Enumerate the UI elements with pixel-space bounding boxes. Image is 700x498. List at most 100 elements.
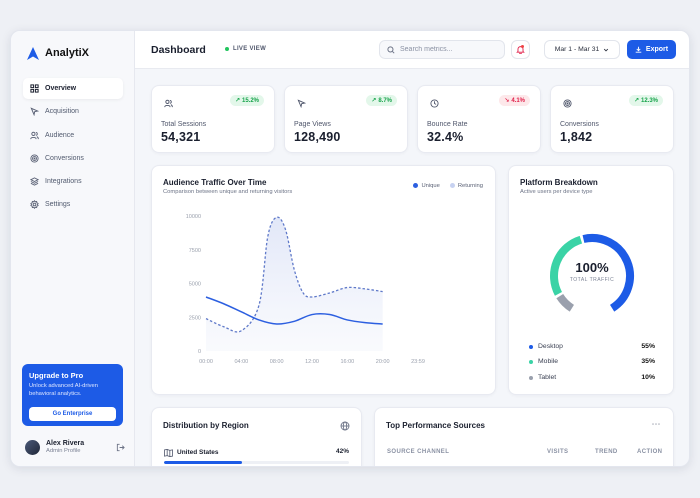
x-tick-label: 04:00 [234,359,248,365]
download-icon [635,46,642,53]
sidebar-item-overview[interactable]: Overview [23,78,123,99]
column-header-source[interactable]: SOURCE CHANNEL [387,449,450,455]
sidebar-item-label: Overview [45,85,77,92]
trend-badge: ↗ 12.3% [628,95,663,106]
layers-icon [30,177,39,186]
avatar [25,439,40,455]
y-tick-label: 0 [198,349,201,355]
sidebar-item-integrations[interactable]: Integrations [23,171,123,192]
sources-title: Top Performance Sources [386,421,485,430]
profile-name: Alex Rivera [46,440,85,447]
stat-card-page-views[interactable]: ↗ 8.7% Page Views 128,490 [284,85,408,153]
donut-segment-tablet[interactable] [556,293,575,312]
region-card: Distribution by Region United States 42% [151,407,362,466]
region-country: United States [177,449,219,456]
platform-breakdown-card: Platform Breakdown Active users per devi… [508,165,674,395]
stat-label: Total Sessions [161,121,207,128]
x-tick-label: 12:00 [305,359,319,365]
platform-title: Platform Breakdown [520,178,598,187]
donut-segment-desktop[interactable] [582,234,634,312]
target-icon [30,154,39,163]
sidebar-item-settings[interactable]: Settings [23,194,123,215]
stat-card-sessions[interactable]: ↗ 15.2% Total Sessions 54,321 [151,85,275,153]
region-progress-track [164,461,349,464]
search-input[interactable] [400,46,495,53]
upgrade-promo: Upgrade to Pro Unlock advanced AI-driven… [22,364,123,426]
promo-description: Unlock advanced AI-driven behavioral ana… [29,383,98,397]
stat-card-bounce-rate[interactable]: ↘ 4.1% Bounce Rate 32.4% [417,85,541,153]
trend-down-icon: ↘ [504,98,510,104]
target-icon [563,99,572,108]
device-row-desktop: Desktop 55% [529,343,655,350]
search-box [379,40,505,59]
brand[interactable]: AnalytiX [27,43,89,63]
column-header-trend[interactable]: TREND [595,449,618,455]
live-view-indicator: LIVE VIEW [225,46,266,52]
stat-label: Conversions [560,121,599,128]
x-tick-label: 00:00 [199,359,213,365]
cursor-icon [30,107,39,117]
search-icon [387,45,395,54]
profile-role: Admin Profile [46,448,81,454]
sidebar-item-acquisition[interactable]: Acquisition [23,101,123,122]
region-progress-fill [164,461,242,464]
user-profile[interactable]: Alex Rivera Admin Profile [25,437,125,457]
stat-value: 128,490 [294,130,341,144]
cursor-icon [297,99,306,108]
go-enterprise-button[interactable]: Go Enterprise [29,407,116,421]
export-button[interactable]: Export [627,40,676,59]
notification-dot [521,45,524,48]
y-tick-label: 10000 [186,214,201,220]
sidebar-item-audience[interactable]: Audience [23,125,123,146]
clock-icon [430,99,439,108]
traffic-chart-subtitle: Comparison between unique and returning … [163,189,293,195]
logout-icon[interactable] [116,443,125,452]
notifications-button[interactable] [511,40,530,59]
column-header-action[interactable]: ACTION [637,449,663,455]
legend-item-returning[interactable]: Returning [449,183,483,189]
x-tick-label: 08:00 [270,359,284,365]
sidebar-item-label: Integrations [45,178,82,186]
sidebar-item-label: Conversions [45,154,84,162]
donut-segment-mobile[interactable] [550,235,583,296]
returning-series-line[interactable] [205,216,383,333]
stat-card-conversions[interactable]: ↗ 12.3% Conversions 1,842 [550,85,674,153]
top-bar: Dashboard LIVE VIEW Mar 1 - Mar 31 Expor… [135,31,689,69]
platform-donut-chart [550,234,634,312]
map-icon [164,449,173,457]
app-window: AnalytiX Overview Acquisition Audience C… [10,30,690,467]
users-icon [30,131,39,139]
donut-center-label: TOTAL TRAFFIC [569,277,615,283]
unique-series-line[interactable] [205,296,383,325]
globe-icon[interactable] [340,421,350,431]
promo-title: Upgrade to Pro [29,371,84,380]
region-title: Distribution by Region [163,421,249,430]
legend-item-unique[interactable]: Unique [413,183,440,189]
trend-badge: ↗ 8.7% [366,95,397,106]
column-header-visits[interactable]: VISITS [547,449,569,455]
more-options-icon[interactable]: ⋯ [651,419,661,429]
grid-icon [30,84,39,93]
live-dot-icon [225,47,229,51]
sidebar: AnalytiX Overview Acquisition Audience C… [11,31,135,466]
stat-label: Page Views [294,121,331,128]
y-tick-label: 7500 [189,248,201,254]
platform-subtitle: Active users per device type [520,189,593,195]
chart-legend: Unique Returning [413,183,483,189]
sidebar-item-conversions[interactable]: Conversions [23,148,123,169]
live-view-label: LIVE VIEW [233,46,267,52]
x-tick-label: 23:59 [411,359,425,365]
trend-badge: ↗ 15.2% [229,95,264,106]
export-label: Export [645,46,669,53]
region-percent: 42% [335,448,349,455]
logo-icon [27,46,39,60]
stat-value: 1,842 [560,130,593,144]
chevron-down-icon [604,48,609,52]
donut-center-value: 100% [575,260,609,275]
trend-up-icon: ↗ [234,98,240,104]
users-icon [164,99,173,108]
sidebar-item-label: Acquisition [45,108,79,116]
stat-label: Bounce Rate [427,121,468,128]
date-range-picker[interactable]: Mar 1 - Mar 31 [544,40,620,59]
device-row-tablet: Tablet 10% [529,374,655,381]
